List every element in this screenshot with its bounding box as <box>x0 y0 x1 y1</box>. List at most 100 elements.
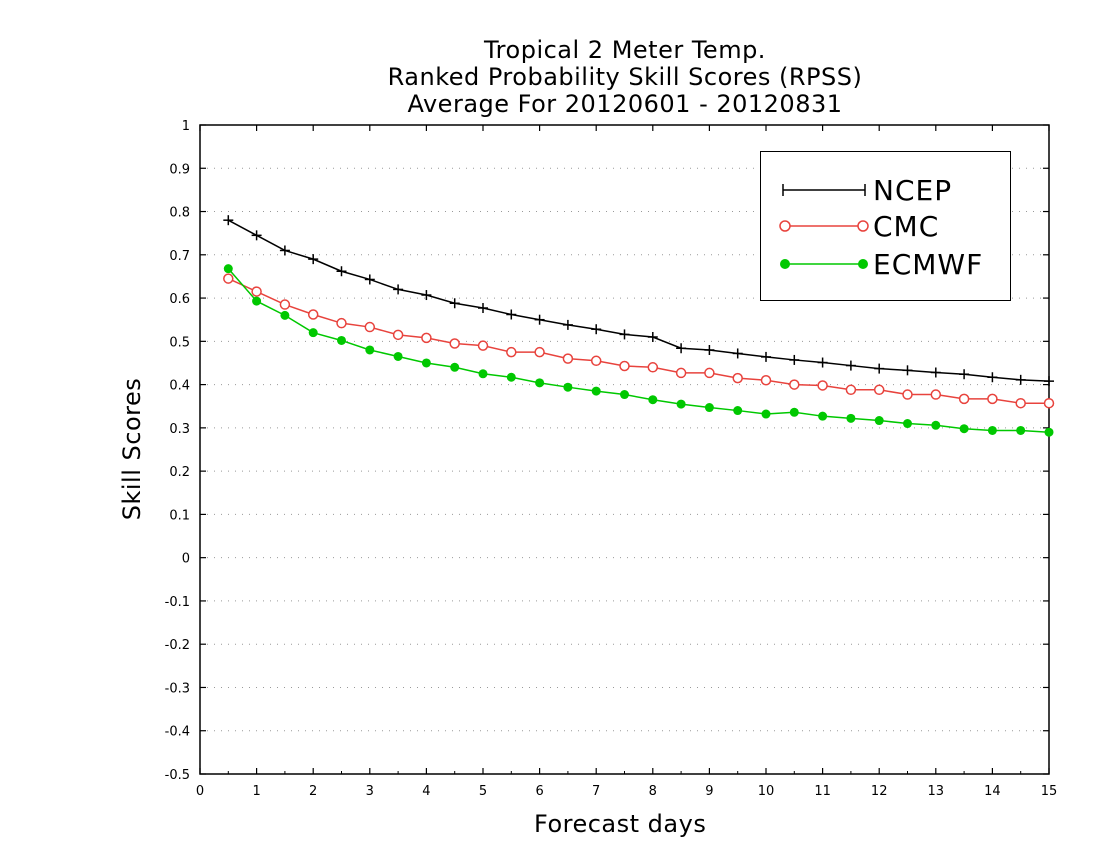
y-tick-label: 1 <box>182 119 190 134</box>
legend-label-ncep: NCEP <box>873 174 953 207</box>
data-point-ncep <box>251 230 262 241</box>
chart-title-line-2: Ranked Probability Skill Scores (RPSS) <box>387 63 863 91</box>
data-point-ecmwf <box>478 369 488 379</box>
data-point-ncep <box>845 360 856 371</box>
data-point-cmc <box>251 286 262 297</box>
series-line-ecmwf <box>227 268 1050 433</box>
legend-item-cmc: CMC <box>761 208 1010 244</box>
x-tick-label: 9 <box>705 784 713 799</box>
chart-title-line-1: Tropical 2 Meter Temp. <box>484 36 766 64</box>
data-point-cmc <box>930 389 942 400</box>
data-point-ncep <box>449 298 460 309</box>
data-point-ecmwf <box>620 390 629 400</box>
data-point-ncep <box>562 319 573 330</box>
data-point-ncep <box>930 367 941 378</box>
data-point-ecmwf <box>365 345 375 355</box>
x-tick-label: 6 <box>535 784 543 799</box>
data-point-cmc <box>1015 397 1026 409</box>
data-point-ncep <box>987 372 998 383</box>
data-point-ecmwf <box>903 419 912 429</box>
data-point-ncep <box>393 284 404 295</box>
data-point-ecmwf <box>337 335 346 345</box>
legend-swatch-cmc <box>779 220 869 232</box>
series-ecmwf <box>223 264 1054 437</box>
y-tick-label: 0.5 <box>169 335 190 350</box>
data-point-ecmwf <box>789 407 799 417</box>
y-tick-label: -0.1 <box>165 595 190 610</box>
data-point-cmc <box>307 309 319 320</box>
series-ncep <box>223 215 1054 387</box>
data-point-ncep <box>789 354 800 365</box>
y-tick-label: -0.3 <box>165 681 190 696</box>
data-point-ncep <box>959 369 970 380</box>
data-point-ncep <box>704 344 715 355</box>
data-point-cmc <box>873 384 885 396</box>
data-point-ncep <box>619 329 630 340</box>
data-point-ncep <box>647 332 658 343</box>
data-point-ncep <box>1015 374 1026 385</box>
data-point-cmc <box>590 355 602 367</box>
data-point-cmc <box>449 338 460 349</box>
x-tick-label: 1 <box>252 784 260 799</box>
data-point-cmc <box>902 389 913 400</box>
data-point-ecmwf <box>959 424 969 434</box>
data-point-cmc <box>732 372 743 384</box>
data-point-ecmwf <box>393 351 403 361</box>
data-point-ecmwf <box>535 378 545 388</box>
data-point-ecmwf <box>818 411 828 421</box>
y-tick-label: -0.2 <box>165 638 190 653</box>
legend-label-ecmwf: ECMWF <box>873 248 984 281</box>
data-point-cmc <box>421 332 432 344</box>
data-point-cmc <box>506 346 517 358</box>
data-point-ecmwf <box>280 310 290 320</box>
data-point-cmc <box>647 362 659 373</box>
y-tick-label: -0.4 <box>165 725 190 740</box>
data-point-ecmwf <box>563 382 573 392</box>
data-point-ncep <box>902 365 913 376</box>
y-tick-label: -0.5 <box>165 768 190 783</box>
y-tick-label: 0.7 <box>169 249 190 264</box>
x-tick-label: 0 <box>196 784 204 799</box>
data-point-ncep <box>874 363 885 374</box>
y-tick-label: 0 <box>182 552 190 567</box>
data-point-ecmwf <box>308 328 318 338</box>
data-point-cmc <box>534 346 545 358</box>
x-tick-label: 12 <box>871 784 888 799</box>
x-tick-label: 13 <box>928 784 945 799</box>
x-tick-label: 10 <box>758 784 775 799</box>
data-point-ncep <box>761 351 771 362</box>
data-point-cmc <box>760 375 772 386</box>
data-point-ecmwf <box>591 386 601 396</box>
legend: NCEP CMC ECMWF <box>760 151 1011 301</box>
legend-item-ncep: NCEP <box>761 172 1010 208</box>
y-tick-label: 0.3 <box>169 422 190 437</box>
x-tick-label: 15 <box>1041 784 1058 799</box>
data-point-ncep <box>308 254 319 265</box>
data-point-ecmwf <box>1044 427 1054 437</box>
data-point-ncep <box>534 314 545 325</box>
y-tick-label: 0.6 <box>169 292 190 307</box>
data-point-cmc <box>392 329 404 341</box>
y-tick-label: 0.8 <box>169 206 190 221</box>
data-point-ncep <box>478 303 488 314</box>
data-point-cmc <box>336 317 347 329</box>
y-axis-label: Skill Scores <box>118 377 146 521</box>
data-point-ecmwf <box>450 362 460 372</box>
data-point-ncep <box>676 343 687 354</box>
data-point-ecmwf <box>223 264 233 274</box>
x-tick-label: 5 <box>479 784 487 799</box>
x-tick-label: 7 <box>592 784 600 799</box>
data-point-ecmwf <box>676 399 686 409</box>
data-point-ncep <box>223 215 234 226</box>
series-cmc <box>223 273 1055 409</box>
x-tick-label: 11 <box>814 784 831 799</box>
data-point-ncep <box>817 357 828 368</box>
data-point-cmc <box>789 379 800 390</box>
data-point-ecmwf <box>874 416 884 426</box>
y-tick-label: 0.9 <box>169 162 190 177</box>
data-point-ecmwf <box>987 425 997 435</box>
data-point-cmc <box>279 299 291 310</box>
legend-swatch-ecmwf <box>780 259 868 269</box>
legend-label-cmc: CMC <box>873 210 940 243</box>
